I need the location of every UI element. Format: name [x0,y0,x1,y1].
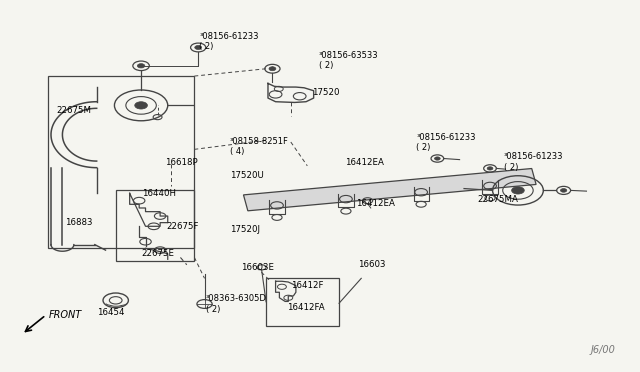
Text: ³08158-8251F
( 4): ³08158-8251F ( 4) [230,137,289,156]
Text: 22675MA: 22675MA [477,195,518,205]
Text: 17520: 17520 [312,88,340,97]
Text: 22675E: 22675E [141,249,174,258]
Text: 16603E: 16603E [241,263,275,272]
Text: FRONT: FRONT [49,310,82,320]
Text: 16412F: 16412F [291,281,324,290]
Text: 16454: 16454 [97,308,124,317]
Text: 16603: 16603 [358,260,385,269]
Text: 16618P: 16618P [164,158,197,167]
Text: 22675F: 22675F [166,222,199,231]
Bar [266,278,339,326]
Text: ³08156-61233
( 2): ³08156-61233 ( 2) [504,153,563,172]
Text: ³08156-61233
( 2): ³08156-61233 ( 2) [417,133,476,153]
Bar [116,190,195,261]
Text: 17520U: 17520U [230,170,264,180]
Circle shape [135,102,147,109]
Text: 16412FA: 16412FA [287,303,324,312]
Text: J6/00: J6/00 [590,345,615,355]
Polygon shape [243,169,536,211]
Text: ³08363-6305D
( 2): ³08363-6305D ( 2) [206,294,267,314]
Text: 16440H: 16440H [142,189,177,198]
Circle shape [511,187,524,194]
Text: 16883: 16883 [65,218,92,227]
Text: ³08156-63533
( 2): ³08156-63533 ( 2) [319,51,378,70]
Bar [49,76,195,248]
Circle shape [195,45,202,49]
Circle shape [487,167,493,170]
Circle shape [269,67,276,71]
Text: 22675M: 22675M [57,106,92,115]
Text: ³08156-61233
( 2): ³08156-61233 ( 2) [200,32,259,51]
Circle shape [138,64,145,68]
Text: 17520J: 17520J [230,225,260,234]
Text: 16412EA: 16412EA [356,199,394,208]
Circle shape [561,189,567,192]
Circle shape [435,157,440,160]
Text: 16412EA: 16412EA [346,158,384,167]
